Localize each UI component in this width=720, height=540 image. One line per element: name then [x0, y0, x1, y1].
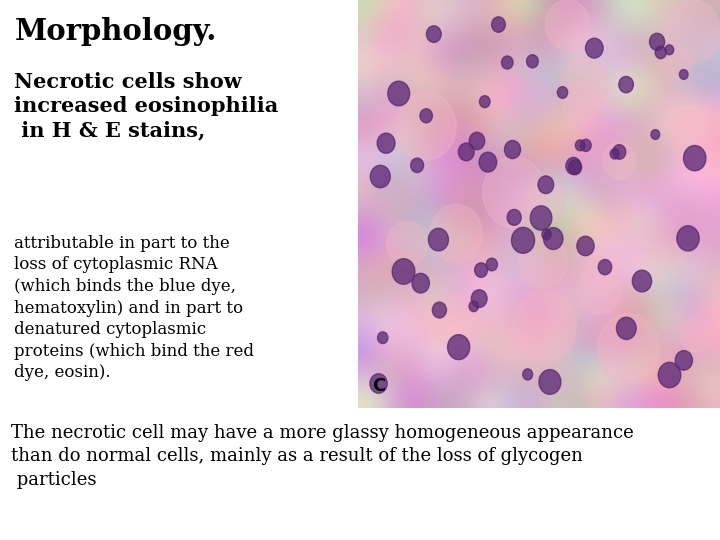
Circle shape	[632, 270, 652, 292]
Circle shape	[580, 139, 591, 152]
Circle shape	[523, 369, 533, 380]
Circle shape	[673, 109, 720, 173]
Circle shape	[613, 145, 626, 159]
Circle shape	[486, 258, 498, 271]
Circle shape	[603, 143, 636, 179]
Circle shape	[428, 228, 449, 251]
Circle shape	[655, 46, 666, 59]
Circle shape	[545, 0, 590, 50]
Circle shape	[665, 0, 720, 63]
Circle shape	[581, 256, 618, 298]
Circle shape	[482, 157, 546, 228]
Circle shape	[469, 132, 485, 150]
Circle shape	[392, 259, 415, 284]
Circle shape	[412, 273, 429, 293]
Circle shape	[658, 362, 681, 388]
Text: The necrotic cell may have a more glassy homogeneous appearance
than do normal c: The necrotic cell may have a more glassy…	[11, 423, 634, 489]
Circle shape	[651, 130, 660, 139]
Text: Necrotic cells show
increased eosinophilia
 in H & E stains,: Necrotic cells show increased eosinophil…	[14, 72, 279, 140]
Circle shape	[577, 236, 594, 256]
Circle shape	[480, 96, 490, 107]
Circle shape	[681, 319, 711, 352]
Text: attributable in part to the
loss of cytoplasmic RNA
(which binds the blue dye,
h: attributable in part to the loss of cyto…	[14, 235, 254, 381]
Circle shape	[479, 152, 497, 172]
Circle shape	[680, 70, 688, 79]
Circle shape	[474, 263, 487, 278]
Circle shape	[598, 260, 612, 275]
Circle shape	[538, 176, 554, 194]
Circle shape	[610, 148, 619, 159]
Circle shape	[526, 55, 539, 68]
Circle shape	[542, 230, 552, 240]
Circle shape	[585, 38, 603, 58]
Circle shape	[562, 81, 600, 124]
Circle shape	[557, 86, 567, 98]
Circle shape	[396, 92, 456, 160]
Circle shape	[675, 350, 693, 370]
Circle shape	[370, 165, 390, 188]
Circle shape	[616, 317, 636, 340]
Circle shape	[410, 158, 423, 173]
Circle shape	[544, 227, 563, 249]
Circle shape	[431, 205, 482, 263]
Circle shape	[448, 335, 469, 360]
Circle shape	[469, 301, 479, 312]
Circle shape	[618, 76, 634, 93]
Circle shape	[511, 227, 535, 253]
Circle shape	[530, 206, 552, 230]
Circle shape	[505, 140, 521, 159]
Text: C: C	[372, 377, 386, 395]
Circle shape	[598, 314, 660, 383]
Circle shape	[568, 160, 582, 175]
Circle shape	[426, 26, 441, 43]
Circle shape	[492, 17, 505, 32]
Circle shape	[507, 210, 521, 225]
Circle shape	[377, 133, 395, 153]
Circle shape	[649, 33, 665, 50]
Circle shape	[519, 234, 567, 288]
Circle shape	[432, 293, 482, 349]
Circle shape	[472, 289, 487, 307]
Circle shape	[669, 111, 702, 148]
Circle shape	[677, 226, 699, 251]
Circle shape	[432, 302, 446, 318]
Circle shape	[501, 56, 513, 69]
Circle shape	[578, 266, 621, 314]
Circle shape	[566, 158, 581, 174]
Circle shape	[377, 332, 388, 343]
Circle shape	[526, 179, 566, 223]
Text: Morphology.: Morphology.	[14, 17, 217, 45]
Circle shape	[388, 81, 410, 106]
Circle shape	[513, 291, 577, 363]
Circle shape	[665, 45, 674, 55]
Circle shape	[370, 374, 387, 393]
Circle shape	[560, 57, 608, 111]
Circle shape	[683, 145, 706, 171]
Circle shape	[420, 109, 433, 123]
Circle shape	[539, 369, 561, 394]
Circle shape	[575, 140, 585, 151]
Circle shape	[387, 221, 428, 267]
Circle shape	[661, 46, 692, 81]
Circle shape	[459, 143, 474, 161]
